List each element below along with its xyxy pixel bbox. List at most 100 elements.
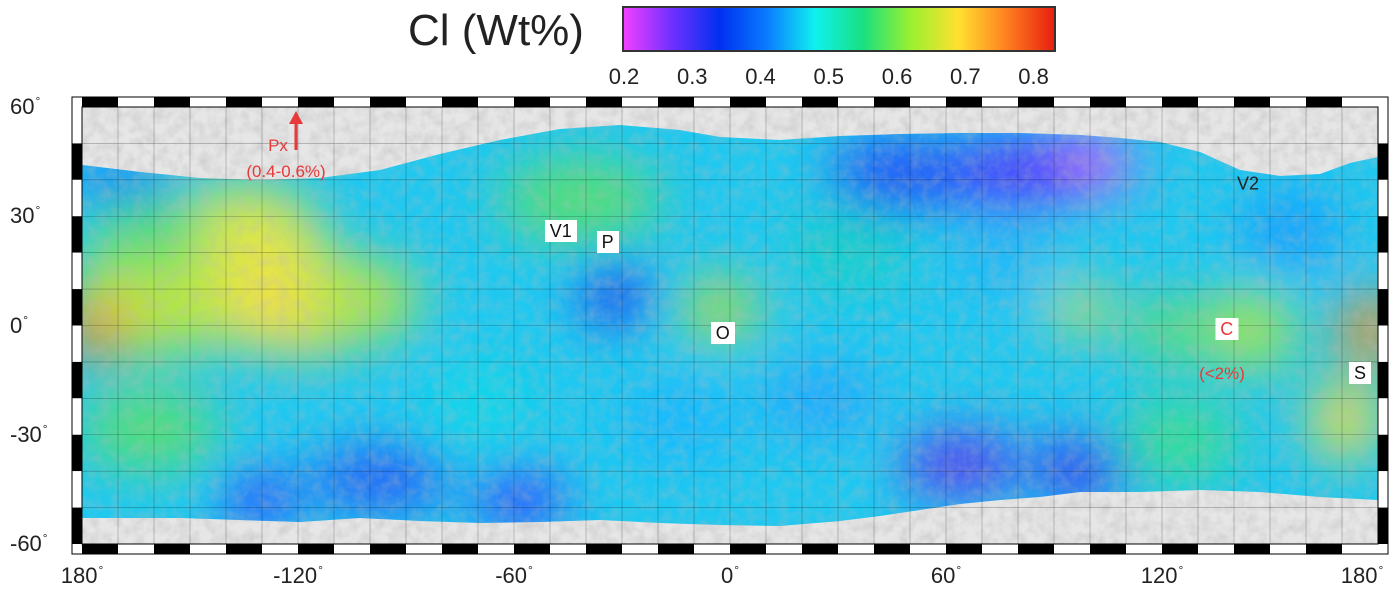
frame-segment — [190, 544, 226, 554]
colorbar-tick-label: 0.3 — [676, 64, 708, 89]
frame-segment — [1378, 361, 1388, 399]
frame-segment — [586, 97, 622, 107]
frame-segment — [1378, 143, 1388, 180]
frame-segment — [766, 97, 802, 107]
frame-segment — [1378, 325, 1388, 362]
frame-segment — [72, 361, 82, 399]
frame-segment — [442, 97, 478, 107]
frame-segment — [550, 97, 586, 107]
frame-segment — [838, 544, 874, 554]
frame-segment — [1126, 97, 1162, 107]
frame-segment — [1342, 97, 1378, 107]
frame-segment — [370, 544, 406, 554]
frame-segment — [514, 544, 550, 554]
site-label-p: P — [596, 230, 619, 253]
latitude-label: -60° — [10, 531, 48, 556]
frame-segment — [334, 544, 370, 554]
frame-segment — [1090, 544, 1126, 554]
frame-segment — [1378, 252, 1388, 290]
latitude-label: 60° — [10, 94, 41, 119]
frame-segment — [72, 398, 82, 435]
frame-segment — [262, 544, 298, 554]
frame-segment — [370, 97, 406, 107]
frame-segment — [946, 97, 982, 107]
graticule — [82, 107, 1378, 544]
site-label-v1: V1 — [544, 219, 577, 242]
frame-segment — [514, 97, 550, 107]
map-border — [81, 106, 1379, 545]
px-label: Px — [268, 136, 288, 155]
frame-segment — [694, 544, 730, 554]
latitude-label: 0° — [10, 312, 29, 338]
frame-segment — [586, 544, 622, 554]
frame-segment — [550, 544, 586, 554]
frame-segment — [1126, 544, 1162, 554]
frame-segment — [298, 544, 334, 554]
frame-segment — [478, 544, 514, 554]
latitude-label: -30° — [10, 421, 48, 447]
frame-segment — [802, 97, 838, 107]
frame-segment — [1198, 97, 1234, 107]
frame-segment — [694, 97, 730, 107]
frame-segment — [1378, 289, 1388, 326]
frame-segment — [154, 544, 190, 554]
colorbar-tick-label: 0.5 — [813, 64, 845, 89]
frame-segment — [154, 97, 190, 107]
colorbar — [622, 6, 1056, 52]
frame-segment — [1270, 544, 1306, 554]
frame-segment — [82, 97, 118, 107]
frame-segment — [72, 216, 82, 253]
v2-label: V2 — [1236, 173, 1260, 194]
frame-segment — [1054, 97, 1090, 107]
frame-segment — [910, 97, 946, 107]
frame-segment — [1306, 544, 1342, 554]
site-label-o: O — [710, 321, 735, 344]
frame-segment — [72, 289, 82, 326]
frame-segment — [1378, 434, 1388, 472]
frame-segment — [1378, 179, 1388, 217]
frame-segment — [982, 544, 1018, 554]
frame-segment — [478, 97, 514, 107]
frame-segment — [1162, 97, 1198, 107]
frame-segment — [946, 544, 982, 554]
frame-segment — [262, 97, 298, 107]
map-frame — [71, 96, 1389, 555]
frame-segment — [1378, 398, 1388, 435]
frame-segment — [1270, 97, 1306, 107]
frame-segment — [910, 544, 946, 554]
frame-segment — [334, 97, 370, 107]
frame-segment — [1198, 544, 1234, 554]
frame-segment — [622, 97, 658, 107]
longitude-label: 180° — [1340, 563, 1384, 588]
frame-segment — [1234, 544, 1270, 554]
frame-segment — [1054, 544, 1090, 554]
frame-segment — [1090, 97, 1126, 107]
colorbar-title: Cl (Wt%) — [408, 6, 584, 55]
frame-segment — [72, 143, 82, 180]
frame-segment — [658, 97, 694, 107]
longitude-label: 120° — [1140, 563, 1184, 588]
frame-segment — [118, 544, 154, 554]
frame-segment — [874, 97, 910, 107]
px-arrow-head — [289, 111, 303, 124]
frame-segment — [1378, 216, 1388, 253]
longitude-label: -60° — [495, 563, 533, 588]
frame-segment — [72, 507, 82, 544]
frame-segment — [802, 544, 838, 554]
frame-segment — [190, 97, 226, 107]
site-label-s: S — [1348, 361, 1372, 384]
frame-segment — [1342, 544, 1378, 554]
frame-segment — [982, 97, 1018, 107]
px-range-label: (0.4-0.6%) — [246, 162, 326, 181]
frame-segment — [730, 97, 766, 107]
site-label-c: C — [1215, 318, 1239, 341]
frame-segment — [118, 97, 154, 107]
frame-segment — [298, 97, 334, 107]
frame-segment — [72, 325, 82, 362]
frame-segment — [72, 471, 82, 508]
colorbar-tick-label: 0.7 — [949, 64, 981, 89]
frame-segment — [622, 544, 658, 554]
c-range-label: (<2%) — [1199, 364, 1245, 383]
